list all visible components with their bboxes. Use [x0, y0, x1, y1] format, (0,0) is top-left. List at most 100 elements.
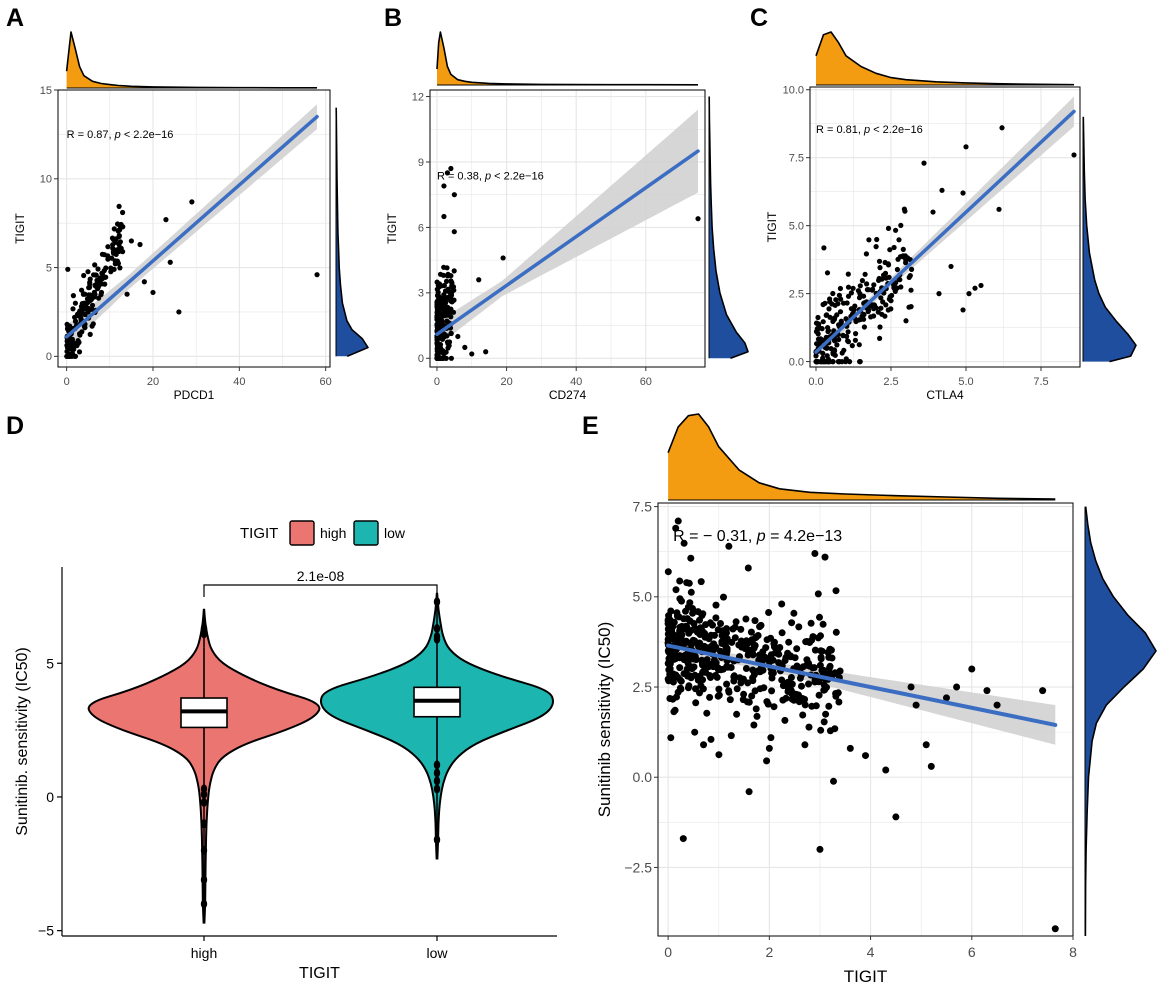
- data-point: [819, 620, 827, 628]
- data-point: [894, 266, 901, 273]
- x-tick-label: 6: [968, 944, 976, 960]
- data-point: [444, 170, 451, 176]
- data-point: [763, 757, 771, 765]
- data-point: [672, 655, 679, 663]
- data-point: [92, 291, 98, 298]
- data-point: [892, 813, 900, 821]
- data-point: [912, 701, 920, 709]
- data-point: [827, 296, 833, 302]
- data-point: [803, 656, 811, 664]
- outlier-point: [433, 760, 441, 770]
- data-point: [767, 634, 775, 642]
- data-point: [437, 296, 443, 302]
- data-point: [434, 346, 440, 352]
- data-point: [72, 353, 78, 359]
- data-point: [115, 248, 122, 255]
- data-point: [720, 629, 728, 637]
- data-point: [903, 318, 909, 324]
- data-point: [909, 266, 915, 272]
- top-density-outline: [65, 31, 317, 89]
- y-tick-label: 7.5: [789, 153, 804, 165]
- data-point: [983, 687, 991, 695]
- data-point: [790, 609, 798, 617]
- data-point: [72, 300, 78, 306]
- data-point: [462, 344, 468, 350]
- y-axis-label: TIGIT: [13, 213, 27, 244]
- x-axis-label: TIGIT: [844, 967, 887, 983]
- data-point: [667, 734, 675, 742]
- data-point: [879, 311, 885, 317]
- data-point: [699, 668, 707, 676]
- data-point: [778, 629, 786, 637]
- x-tick-label: 2: [765, 944, 773, 960]
- data-point: [443, 309, 449, 315]
- data-point: [725, 687, 733, 695]
- outlier-point: [433, 784, 441, 794]
- data-point: [102, 274, 108, 280]
- data-point: [441, 213, 447, 220]
- right-density: [336, 107, 368, 357]
- right-density: [1083, 116, 1136, 362]
- y-tick-label: 0.0: [633, 769, 653, 785]
- data-point: [81, 272, 87, 279]
- data-point: [871, 282, 877, 288]
- data-point: [893, 227, 899, 233]
- x-tick-label: 2.5: [883, 376, 898, 388]
- data-point: [999, 125, 1005, 131]
- data-point: [876, 277, 882, 283]
- data-point: [678, 635, 685, 643]
- data-point: [856, 342, 862, 348]
- data-point: [440, 350, 446, 356]
- data-point: [803, 661, 811, 669]
- data-point: [825, 702, 833, 710]
- data-point: [846, 744, 854, 752]
- data-point: [739, 675, 747, 683]
- data-point: [671, 706, 679, 714]
- data-point: [840, 300, 847, 306]
- data-point: [745, 788, 753, 796]
- y-tick-label: 5.0: [789, 220, 804, 232]
- data-point: [448, 292, 455, 298]
- data-point: [887, 247, 893, 253]
- data-point: [824, 270, 831, 276]
- data-point: [448, 355, 454, 361]
- data-point: [676, 577, 684, 585]
- data-point: [832, 348, 838, 354]
- data-point: [726, 696, 734, 704]
- y-tick-label: 12: [412, 91, 424, 103]
- data-point: [672, 671, 680, 679]
- x-axis-label: CD274: [549, 388, 587, 402]
- data-point: [87, 331, 93, 337]
- data-point: [907, 683, 915, 691]
- data-point: [845, 339, 852, 345]
- data-point: [818, 647, 826, 655]
- y-tick-label: 9: [418, 157, 424, 169]
- data-point: [697, 682, 705, 690]
- data-point: [760, 684, 768, 692]
- data-point: [666, 656, 674, 664]
- data-point: [692, 699, 700, 707]
- x-tick-label: low: [426, 945, 448, 961]
- data-point: [105, 253, 111, 259]
- data-point: [112, 258, 118, 264]
- y-axis-label: TIGIT: [765, 211, 779, 242]
- data-point: [669, 630, 676, 638]
- data-point: [816, 661, 824, 669]
- data-point: [805, 680, 812, 688]
- data-point: [64, 353, 70, 359]
- y-tick-label: 10.0: [783, 85, 804, 97]
- data-point: [676, 664, 684, 672]
- data-point: [434, 303, 440, 310]
- data-point: [729, 625, 737, 633]
- data-point: [823, 312, 829, 318]
- y-tick-label: −5: [38, 923, 54, 939]
- data-point: [781, 716, 789, 724]
- right-density-outline: [708, 96, 749, 360]
- data-point: [788, 619, 796, 627]
- data-point: [756, 651, 763, 659]
- plot-border: [429, 89, 706, 368]
- top-density: [816, 32, 1074, 85]
- data-point: [850, 285, 856, 291]
- y-tick-label: −2.5: [624, 859, 652, 875]
- outlier-point: [200, 797, 208, 807]
